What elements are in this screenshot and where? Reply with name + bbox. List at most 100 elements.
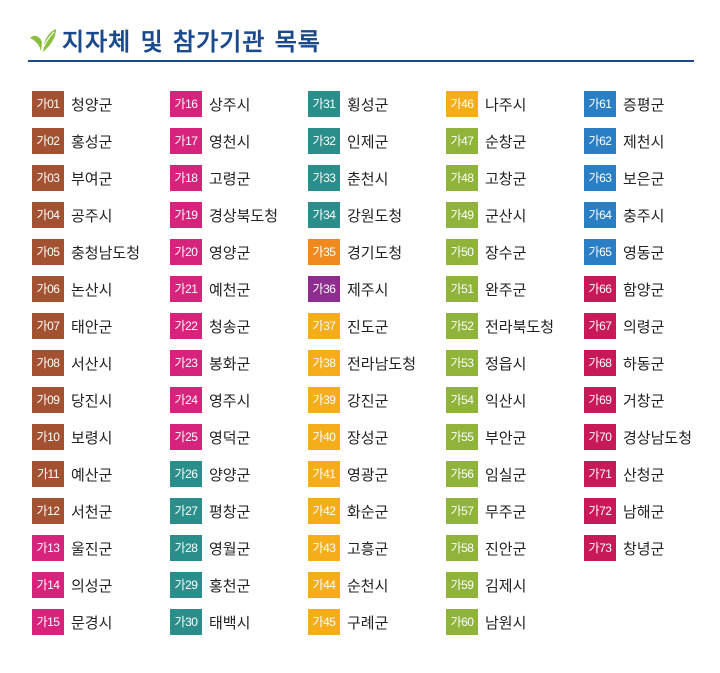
item-name: 김제시 [485,576,527,595]
item-code-badge: 가17 [170,128,202,154]
item-name: 영천시 [209,132,251,151]
item-name: 제천시 [623,132,665,151]
list-item: 가41 영광군 [308,460,446,488]
list-item: 가64 충주시 [584,201,720,229]
item-code-badge: 가05 [32,239,64,265]
item-code-badge: 가38 [308,350,340,376]
list-item: 가07 태안군 [32,312,170,340]
list-item: 가73 창녕군 [584,534,720,562]
item-code-badge: 가55 [446,424,478,450]
list-item: 가34 강원도청 [308,201,446,229]
list-item: 가33 춘천시 [308,164,446,192]
list-item: 가01 청양군 [32,90,170,118]
item-name: 장성군 [347,428,389,447]
list-item: 가30 태백시 [170,608,308,636]
item-code-badge: 가73 [584,535,616,561]
list-item: 가23 봉화군 [170,349,308,377]
item-name: 경기도청 [347,243,403,262]
item-name: 홍천군 [209,576,251,595]
institution-list: 가01 청양군 가02 홍성군 가03 부여군 가04 공주시 가05 충청남도청 가06 논산시 가0… [32,90,720,645]
item-code-badge: 가14 [32,572,64,598]
list-item: 가71 산청군 [584,460,720,488]
item-code-badge: 가19 [170,202,202,228]
item-code-badge: 가62 [584,128,616,154]
item-code-badge: 가44 [308,572,340,598]
item-code-badge: 가30 [170,609,202,635]
list-item: 가21 예천군 [170,275,308,303]
item-name: 횡성군 [347,95,389,114]
item-code-badge: 가42 [308,498,340,524]
list-item: 가46 나주시 [446,90,584,118]
list-item: 가08 서산시 [32,349,170,377]
list-item: 가20 영양군 [170,238,308,266]
list-item: 가18 고령군 [170,164,308,192]
item-code-badge: 가56 [446,461,478,487]
item-code-badge: 가25 [170,424,202,450]
list-item: 가56 임실군 [446,460,584,488]
item-name: 홍성군 [71,132,113,151]
list-item: 가55 부안군 [446,423,584,451]
item-name: 의성군 [71,576,113,595]
item-code-badge: 가40 [308,424,340,450]
list-item: 가45 구례군 [308,608,446,636]
list-item: 가51 완주군 [446,275,584,303]
list-item: 가47 순창군 [446,127,584,155]
item-code-badge: 가32 [308,128,340,154]
item-code-badge: 가63 [584,165,616,191]
list-item: 가10 보령시 [32,423,170,451]
item-code-badge: 가13 [32,535,64,561]
item-name: 전라북도청 [485,317,555,336]
item-name: 정읍시 [485,354,527,373]
item-code-badge: 가16 [170,91,202,117]
item-name: 함양군 [623,280,665,299]
item-code-badge: 가39 [308,387,340,413]
item-code-badge: 가31 [308,91,340,117]
item-name: 문경시 [71,613,113,632]
item-name: 군산시 [485,206,527,225]
list-item: 가49 군산시 [446,201,584,229]
list-item: 가24 영주시 [170,386,308,414]
item-name: 하동군 [623,354,665,373]
item-code-badge: 가07 [32,313,64,339]
item-code-badge: 가12 [32,498,64,524]
item-name: 진도군 [347,317,389,336]
item-code-badge: 가21 [170,276,202,302]
list-item: 가54 익산시 [446,386,584,414]
item-name: 논산시 [71,280,113,299]
list-item: 가05 충청남도청 [32,238,170,266]
item-name: 영광군 [347,465,389,484]
list-item: 가67 의령군 [584,312,720,340]
item-code-badge: 가52 [446,313,478,339]
item-code-badge: 가08 [32,350,64,376]
list-item: 가22 청송군 [170,312,308,340]
item-code-badge: 가20 [170,239,202,265]
item-code-badge: 가23 [170,350,202,376]
item-name: 창녕군 [623,539,665,558]
item-code-badge: 가34 [308,202,340,228]
item-code-badge: 가48 [446,165,478,191]
item-name: 증평군 [623,95,665,114]
item-name: 진안군 [485,539,527,558]
item-name: 부안군 [485,428,527,447]
item-name: 서천군 [71,502,113,521]
page-header: 지자체 및 참가기관 목록 [28,22,321,57]
item-code-badge: 가41 [308,461,340,487]
list-item: 가57 무주군 [446,497,584,525]
list-item: 가44 순천시 [308,571,446,599]
item-code-badge: 가57 [446,498,478,524]
item-code-badge: 가67 [584,313,616,339]
leaf-icon [30,28,56,52]
item-name: 양양군 [209,465,251,484]
item-name: 보은군 [623,169,665,188]
item-name: 의령군 [623,317,665,336]
list-item: 가58 진안군 [446,534,584,562]
item-name: 영양군 [209,243,251,262]
item-name: 서산시 [71,354,113,373]
item-code-badge: 가65 [584,239,616,265]
list-item: 가32 인제군 [308,127,446,155]
list-item: 가72 남해군 [584,497,720,525]
list-item: 가11 예산군 [32,460,170,488]
item-code-badge: 가26 [170,461,202,487]
item-code-badge: 가53 [446,350,478,376]
item-name: 고흥군 [347,539,389,558]
